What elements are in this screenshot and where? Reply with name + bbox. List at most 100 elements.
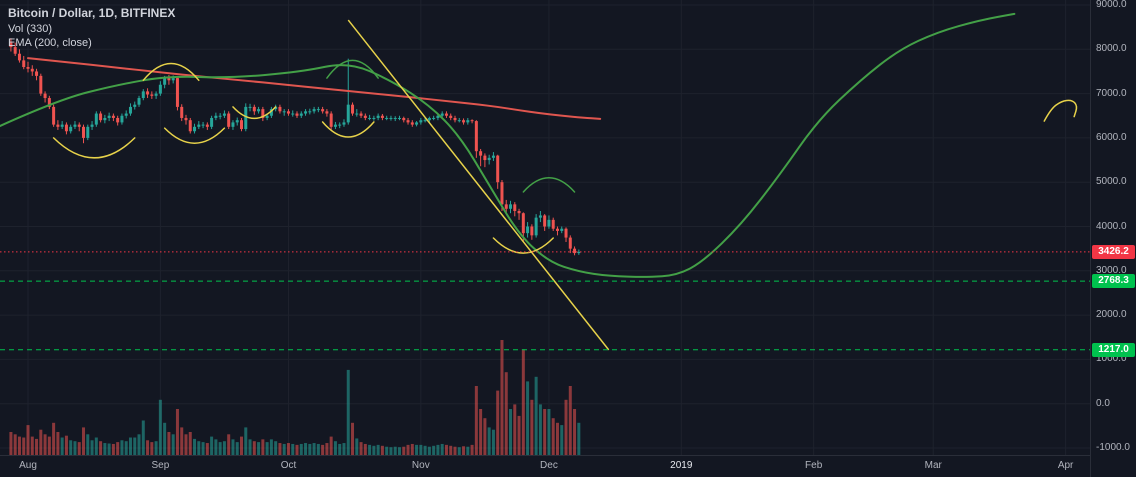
volume-bar (329, 436, 333, 455)
volume-bar (453, 446, 457, 455)
volume-bar (573, 409, 577, 455)
symbol-title[interactable]: Bitcoin / Dollar, 1D, BITFINEX (8, 6, 176, 20)
volume-bar (500, 340, 504, 455)
time-axis[interactable]: Aug Sep Oct Nov Dec 2019 Feb Mar Apr (0, 455, 1090, 477)
volume-bar (419, 444, 423, 455)
candle-body (107, 115, 111, 118)
price-tick-label: -1000.0 (1096, 442, 1130, 453)
price-tick-label: 7000.0 (1096, 87, 1127, 99)
price-tick-label: 8000.0 (1096, 43, 1127, 55)
candle-body (359, 113, 363, 116)
candle-body (167, 78, 171, 81)
volume-bar (128, 437, 132, 455)
price-chart-canvas[interactable] (0, 0, 1090, 455)
volume-bar (107, 443, 111, 455)
volume-bar (184, 434, 188, 455)
volume-bar (26, 425, 30, 455)
volume-bar (120, 440, 124, 455)
volume-bar (436, 444, 440, 455)
volume-bar (214, 439, 218, 455)
volume-bar (406, 444, 410, 455)
candle-body (436, 115, 440, 118)
candle-body (180, 106, 184, 118)
volume-bar (376, 444, 380, 455)
arc-annotation (142, 62, 200, 82)
candle-body (141, 91, 145, 99)
volume-bar (82, 427, 86, 455)
support-level-tag: 2768.3 (1092, 274, 1135, 289)
candle-body (338, 124, 342, 126)
candle-body (218, 115, 222, 117)
volume-bar (86, 434, 90, 455)
volume-bar (295, 444, 299, 455)
candle-body (479, 151, 483, 156)
volume-bar (346, 369, 350, 455)
candle-body (137, 98, 141, 105)
ema-indicator-label[interactable]: EMA (200, close) (8, 37, 92, 49)
time-tick-label: Nov (411, 460, 430, 471)
candle-body (231, 122, 235, 127)
volume-bar (137, 434, 141, 455)
volume-bar (385, 446, 389, 455)
candle-body (466, 120, 470, 123)
candle-body (355, 113, 359, 115)
volume-bar (483, 418, 487, 455)
candle-body (397, 117, 401, 119)
volume-bar (154, 441, 158, 455)
time-tick-label: 2019 (670, 460, 693, 471)
candle-body (171, 78, 175, 81)
candle-body (188, 120, 192, 132)
volume-bar (491, 429, 495, 455)
candle-body (43, 93, 47, 99)
volume-bar (30, 436, 34, 455)
candle-body (538, 215, 542, 218)
candle-body (265, 115, 269, 118)
candle-body (64, 124, 68, 132)
arc-annotation (52, 137, 136, 159)
volume-bar (43, 434, 47, 455)
candle-body (52, 106, 56, 125)
candle-body (150, 94, 154, 96)
candle-body (483, 155, 487, 161)
volume-bar (517, 415, 521, 455)
candle-body (449, 115, 453, 118)
volume-indicator-label[interactable]: Vol (330) (8, 23, 53, 35)
candle-body (419, 120, 423, 123)
candle-body (94, 113, 98, 125)
volume-bar (47, 436, 51, 455)
ema-200-line (27, 57, 602, 120)
candle-body (30, 68, 34, 72)
candle-body (346, 104, 350, 123)
volume-bar (577, 422, 581, 455)
candle-body (325, 111, 329, 114)
candle-body (560, 228, 564, 231)
candle-body (26, 67, 30, 69)
volume-bar (423, 445, 427, 455)
volume-bar (432, 445, 436, 455)
time-tick-label: Oct (280, 460, 297, 471)
volume-bar (389, 447, 393, 455)
volume-bar (415, 444, 419, 455)
candle-body (444, 113, 448, 116)
candle-body (568, 237, 572, 249)
candle-body (282, 111, 286, 113)
volume-bar (325, 443, 329, 455)
price-axis[interactable]: 9000.0 8000.0 7000.0 6000.0 5000.0 4000.0 3000… (1090, 0, 1136, 477)
arc-annotation (326, 59, 379, 79)
candle-body (39, 75, 43, 94)
candle-body (269, 109, 273, 116)
volume-bar (227, 434, 231, 455)
volume-bar (9, 432, 13, 455)
candle-body (210, 117, 214, 127)
candle-body (491, 155, 495, 158)
volume-bar (513, 404, 517, 455)
candle-body (214, 115, 218, 118)
volume-bar (269, 439, 273, 455)
volume-bar (555, 422, 559, 455)
volume-bar (222, 441, 226, 455)
candle-body (462, 120, 466, 123)
candle-body (547, 219, 551, 227)
candle-body (47, 98, 51, 107)
volume-bar (333, 441, 337, 455)
candle-body (205, 124, 209, 127)
